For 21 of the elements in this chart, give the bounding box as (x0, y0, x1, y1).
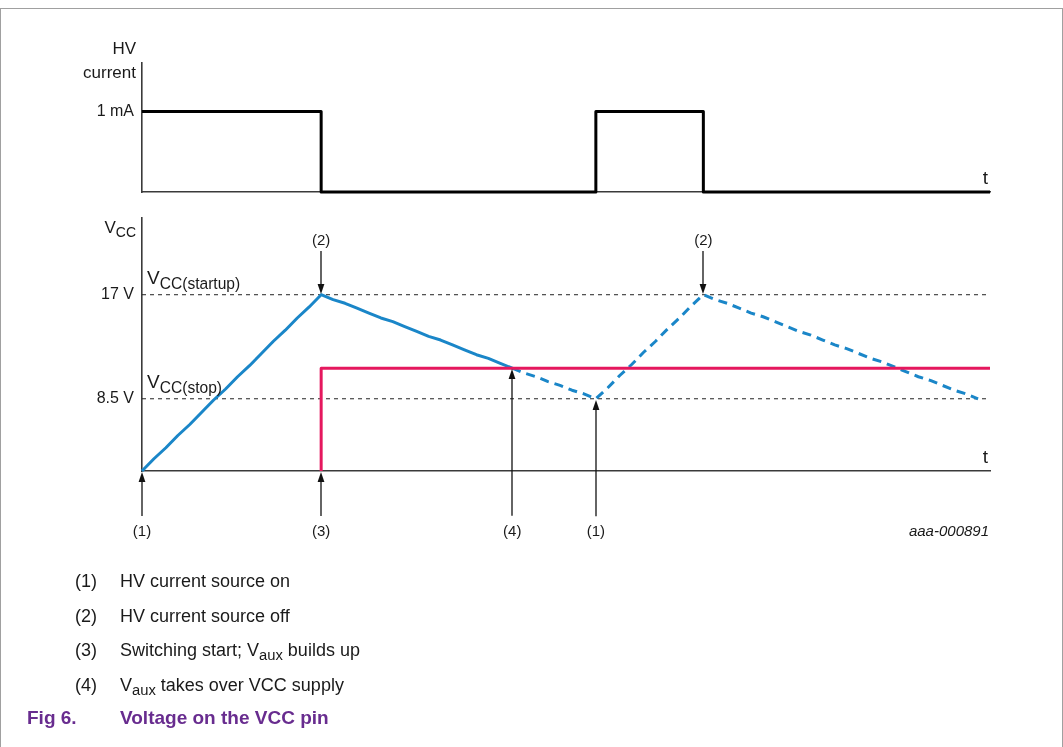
text: (1) HV current source on (75, 570, 291, 591)
x-tick-label: (4) (503, 522, 522, 540)
text: (4) V$_{aux}$ takes over VCC supply (75, 674, 344, 699)
x-axis-title: t (982, 167, 988, 188)
text: aaa-000891 (908, 522, 989, 540)
x-tick-label: (1) (132, 522, 152, 540)
y-axis-title: V$_{CC}$ (103, 216, 136, 241)
ref-line-label: V$_{CC(startup)}$ (147, 266, 241, 292)
ref-line-label: V$_{CC(stop)}$ (147, 370, 223, 396)
text: (3) Switching start; V$_{aux}$ builds up (75, 640, 360, 664)
annotation: (2) (311, 230, 331, 249)
x-tick-label: (1) (586, 522, 606, 540)
chart-title: Fig 6. Voltage on the VCC pin (27, 706, 329, 728)
y-tick-label: 17 V (101, 285, 135, 303)
y-axis-title: HV current (82, 38, 136, 84)
y-tick-label: 8.5 V (96, 389, 135, 407)
text: (2) HV current source off (75, 605, 290, 626)
annotation: (2) (694, 230, 713, 249)
text: 1 mA (96, 102, 134, 121)
x-tick-label: (3) (311, 522, 331, 540)
x-axis-title: t (982, 446, 988, 467)
